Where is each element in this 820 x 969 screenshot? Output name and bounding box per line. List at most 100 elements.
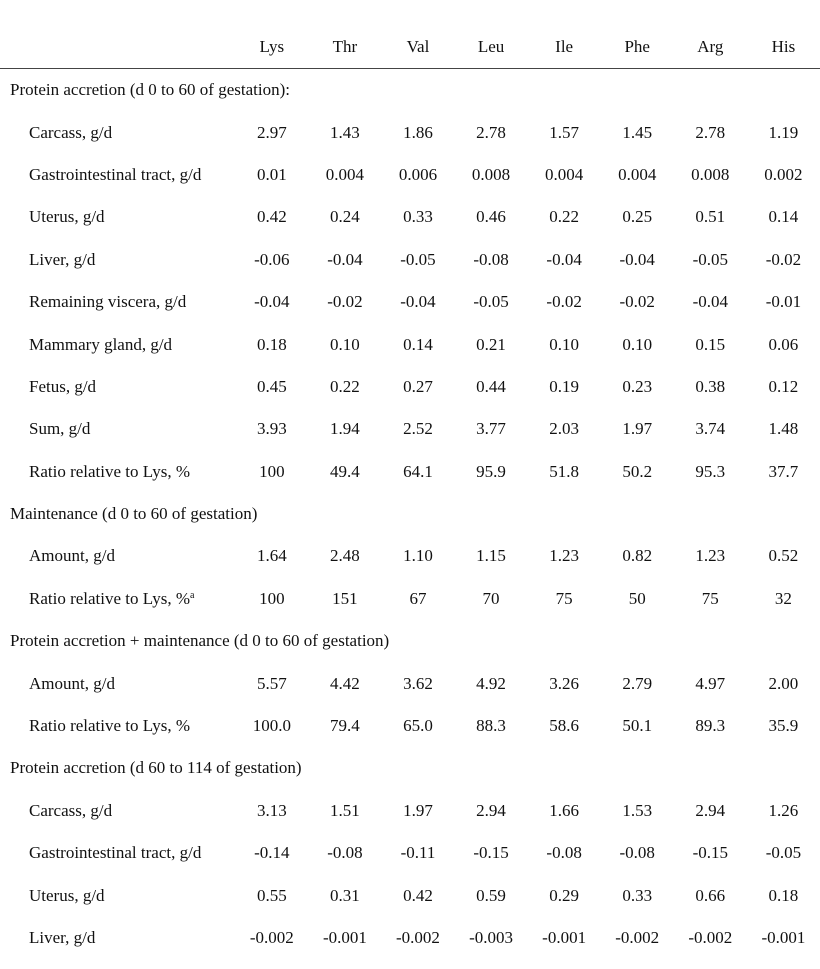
row-label: Amount, g/d <box>0 662 235 704</box>
value-cell-lys: 0.18 <box>256 334 287 354</box>
value-cell-thr: -0.08 <box>327 843 363 863</box>
row-label: Carcass, g/d <box>0 111 235 153</box>
row-label: Liver, g/d <box>0 917 235 959</box>
table-row: Fetus, g/d 0.45 0.22 0.27 0.44 0.19 0.23 0.38 0.… <box>0 366 820 408</box>
value-cell-val: 0.14 <box>403 334 433 354</box>
table-row: Ratio relative to Lys, % 100.0 79.4 65.0 88.… <box>0 705 820 747</box>
section-header-row: Protein accretion + maintenance (d 0 to … <box>0 620 820 662</box>
value-cell-leu: 4.92 <box>476 673 506 693</box>
value-cell-phe: 0.25 <box>622 207 653 227</box>
column-header-lys: Lys <box>235 26 309 69</box>
value-cell-leu: 70 <box>482 588 500 608</box>
table-row: Liver, g/d -0.06 -0.04 -0.05 -0.08 -0.04 -0.04… <box>0 239 820 281</box>
value-cell-arg: -0.05 <box>692 249 728 269</box>
value-cell-thr: 0.31 <box>330 885 360 905</box>
row-label: Gastrointestinal tract, g/d <box>0 832 235 874</box>
row-label-text: Gastrointestinal tract, g/d <box>29 164 202 184</box>
value-cell-leu: 0.44 <box>476 376 506 396</box>
value-cell-leu: -0.15 <box>473 843 509 863</box>
row-label-text: Ratio relative to Lys, % <box>29 716 190 736</box>
value-cell-arg: -0.04 <box>692 292 728 312</box>
value-cell-his: 1.26 <box>768 800 799 820</box>
table-row: Carcass, g/d 3.13 1.51 1.97 2.94 1.66 1.53 2.94… <box>0 790 820 832</box>
value-cell-val: -0.04 <box>400 292 436 312</box>
value-cell-ile: 0.22 <box>549 207 579 227</box>
section-header-row: Protein accretion (d 0 to 60 of gestatio… <box>0 69 820 112</box>
value-cell-phe: 1.45 <box>622 122 653 142</box>
row-label-text: Carcass, g/d <box>29 800 113 820</box>
section-title: Protein accretion + maintenance (d 0 to … <box>10 631 390 651</box>
value-cell-his: 0.52 <box>768 546 799 566</box>
table-row: Liver, g/d -0.002 -0.001 -0.002 -0.003 -0.001… <box>0 917 820 959</box>
value-cell-val: -0.11 <box>400 843 436 863</box>
value-cell-val: 1.97 <box>403 800 433 820</box>
value-cell-his: 1.48 <box>768 419 799 439</box>
value-cell-phe: -0.002 <box>615 928 660 947</box>
value-cell-arg: 0.38 <box>695 376 726 396</box>
value-cell-lys: 5.57 <box>256 673 287 693</box>
value-cell-his: 0.06 <box>768 334 799 354</box>
column-header-val: Val <box>381 26 455 69</box>
value-cell-leu: -0.003 <box>469 928 514 947</box>
value-cell-thr: 79.4 <box>330 716 360 736</box>
value-cell-arg: 0.51 <box>695 207 726 227</box>
header-row: Lys Thr Val Leu Ile Phe Arg His <box>0 26 820 69</box>
section-title: Protein accretion (d 0 to 60 of gestatio… <box>10 80 290 100</box>
value-cell-arg: 89.3 <box>695 716 726 736</box>
value-cell-his: 0.14 <box>768 207 799 227</box>
row-label-text: Sum, g/d <box>29 419 91 439</box>
value-cell-phe: 0.004 <box>618 164 657 184</box>
row-label-text: Remaining viscera, g/d <box>29 292 187 312</box>
value-cell-thr: 2.48 <box>330 546 360 566</box>
value-cell-thr: -0.02 <box>327 292 363 312</box>
value-cell-ile: 1.23 <box>549 546 579 566</box>
row-label-text: Liver, g/d <box>29 249 96 269</box>
value-cell-thr: 1.43 <box>330 122 360 142</box>
value-cell-thr: -0.001 <box>322 928 367 947</box>
value-cell-lys: 3.93 <box>256 419 287 439</box>
value-cell-leu: 88.3 <box>476 716 506 736</box>
amino-acid-table: Lys Thr Val Leu Ile Phe Arg His Protein accreti… <box>0 26 820 959</box>
value-cell-phe: 0.23 <box>622 376 653 396</box>
table-row: Amount, g/d 5.57 4.42 3.62 4.92 3.26 2.79 4.97 2… <box>0 662 820 704</box>
value-cell-val: -0.05 <box>400 249 436 269</box>
table-header: Lys Thr Val Leu Ile Phe Arg His <box>0 26 820 69</box>
value-cell-arg: 0.66 <box>695 885 726 905</box>
value-cell-ile: 0.10 <box>549 334 579 354</box>
value-cell-ile: 1.66 <box>549 800 579 820</box>
value-cell-val: 0.27 <box>403 376 433 396</box>
value-cell-his: 35.9 <box>768 716 799 736</box>
value-cell-ile: 0.19 <box>549 376 579 396</box>
table-row: Remaining viscera, g/d -0.04 -0.02 -0.04 -0.… <box>0 281 820 323</box>
value-cell-thr: 0.10 <box>330 334 360 354</box>
row-label: Remaining viscera, g/d <box>0 281 235 323</box>
row-label: Ratio relative to Lys, %a <box>0 578 235 620</box>
row-label-text: Amount, g/d <box>29 546 115 566</box>
value-cell-leu: 1.15 <box>476 546 506 566</box>
value-cell-his: 32 <box>774 588 792 608</box>
value-cell-ile: -0.04 <box>546 249 582 269</box>
value-cell-ile: 0.004 <box>545 164 584 184</box>
section-title: Protein accretion (d 60 to 114 of gestat… <box>10 758 302 778</box>
row-label-text: Uterus, g/d <box>29 207 105 227</box>
row-label-text: Liver, g/d <box>29 928 96 947</box>
row-label: Carcass, g/d <box>0 790 235 832</box>
value-cell-his: -0.02 <box>765 249 802 269</box>
column-header-leu: Leu <box>454 26 528 69</box>
value-cell-leu: -0.08 <box>473 249 509 269</box>
value-cell-his: 1.19 <box>768 122 799 142</box>
column-header-phe: Phe <box>600 26 674 69</box>
value-cell-ile: 3.26 <box>549 673 579 693</box>
value-cell-his: -0.01 <box>765 292 802 312</box>
value-cell-val: -0.002 <box>396 928 440 947</box>
value-cell-lys: 1.64 <box>256 546 287 566</box>
value-cell-his: 0.18 <box>768 885 799 905</box>
value-cell-leu: -0.05 <box>473 292 509 312</box>
value-cell-arg: 0.15 <box>695 334 726 354</box>
value-cell-val: 0.006 <box>398 164 438 184</box>
header-empty-cell <box>0 26 236 69</box>
value-cell-lys: 100 <box>259 461 285 481</box>
value-cell-phe: -0.02 <box>619 292 655 312</box>
table-row: Sum, g/d 3.93 1.94 2.52 3.77 2.03 1.97 3.74 1.48 <box>0 408 820 450</box>
table-row: Gastrointestinal tract, g/d -0.14 -0.08 -0.… <box>0 832 820 874</box>
